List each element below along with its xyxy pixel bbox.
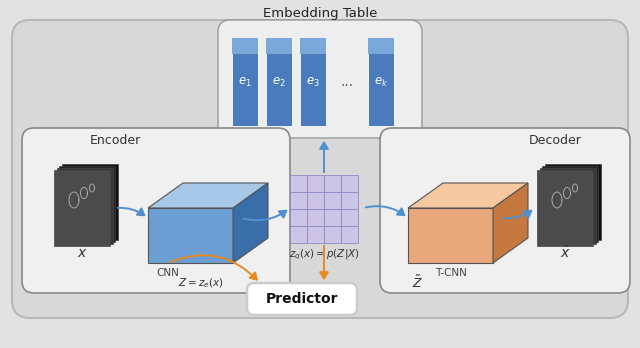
Bar bbox=[56, 168, 113, 244]
Bar bbox=[307, 192, 324, 209]
Polygon shape bbox=[408, 183, 528, 208]
Text: T-CNN: T-CNN bbox=[435, 268, 467, 278]
Text: Predictor: Predictor bbox=[266, 292, 339, 306]
Text: $e_1$: $e_1$ bbox=[238, 76, 252, 88]
Text: CNN: CNN bbox=[156, 268, 179, 278]
Text: Embedding Table: Embedding Table bbox=[263, 7, 377, 19]
Polygon shape bbox=[148, 208, 233, 263]
Bar bbox=[324, 209, 341, 226]
Bar bbox=[341, 209, 358, 226]
Bar bbox=[368, 38, 394, 126]
Bar bbox=[341, 192, 358, 209]
Bar bbox=[232, 38, 258, 126]
Bar bbox=[542, 166, 598, 242]
Text: $e_k$: $e_k$ bbox=[374, 76, 388, 88]
Bar bbox=[341, 226, 358, 243]
Bar bbox=[324, 175, 341, 192]
Bar bbox=[290, 192, 307, 209]
Bar bbox=[54, 170, 110, 246]
Text: $Z = z_e(x)$: $Z = z_e(x)$ bbox=[178, 276, 224, 290]
FancyBboxPatch shape bbox=[218, 20, 422, 138]
FancyBboxPatch shape bbox=[12, 20, 628, 318]
Bar bbox=[290, 226, 307, 243]
Bar bbox=[290, 209, 307, 226]
FancyBboxPatch shape bbox=[22, 128, 290, 293]
Text: $\tilde{Z}$: $\tilde{Z}$ bbox=[412, 275, 424, 291]
Text: Encoder: Encoder bbox=[90, 134, 141, 147]
Bar bbox=[324, 226, 341, 243]
Bar bbox=[307, 226, 324, 243]
Bar bbox=[540, 168, 595, 244]
Bar bbox=[537, 170, 593, 246]
Text: $\tilde{x}$: $\tilde{x}$ bbox=[559, 245, 570, 261]
Text: $z_q(x) = p(Z|X)$: $z_q(x) = p(Z|X)$ bbox=[289, 248, 360, 262]
Bar bbox=[368, 38, 394, 54]
Text: $e_2$: $e_2$ bbox=[272, 76, 286, 88]
Bar bbox=[300, 38, 326, 54]
Bar bbox=[266, 38, 292, 54]
Text: ...: ... bbox=[340, 75, 353, 89]
Bar bbox=[266, 38, 292, 126]
Bar bbox=[232, 38, 258, 54]
Bar bbox=[341, 175, 358, 192]
Text: Decoder: Decoder bbox=[529, 134, 581, 147]
Bar bbox=[545, 164, 600, 240]
Bar bbox=[59, 166, 115, 242]
Bar bbox=[307, 175, 324, 192]
Bar bbox=[307, 209, 324, 226]
Polygon shape bbox=[233, 183, 268, 263]
FancyBboxPatch shape bbox=[247, 283, 357, 315]
Text: $x$: $x$ bbox=[77, 246, 87, 260]
Polygon shape bbox=[148, 183, 268, 208]
FancyBboxPatch shape bbox=[380, 128, 630, 293]
Text: $e_3$: $e_3$ bbox=[306, 76, 320, 88]
Polygon shape bbox=[408, 208, 493, 263]
Bar bbox=[324, 192, 341, 209]
Bar bbox=[61, 164, 118, 240]
Bar bbox=[290, 175, 307, 192]
Bar bbox=[300, 38, 326, 126]
Polygon shape bbox=[493, 183, 528, 263]
